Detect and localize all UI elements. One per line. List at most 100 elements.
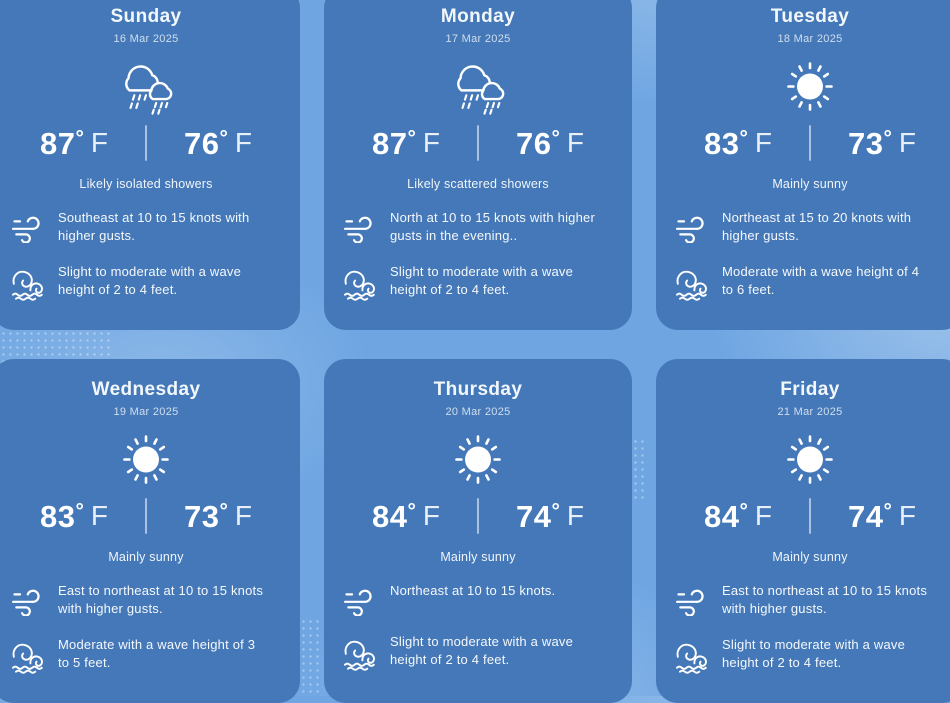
- low-temp-value: 74: [848, 498, 884, 534]
- wind-row: East to northeast at 10 to 15 knots with…: [670, 582, 950, 619]
- condition-label: Likely scattered showers: [407, 177, 549, 191]
- high-temp: 83 ° F: [40, 498, 108, 534]
- weather-icon: [670, 430, 950, 488]
- high-temp: 84 ° F: [704, 498, 772, 534]
- wind-text: Southeast at 10 to 15 knots with higher …: [58, 210, 250, 244]
- sea-row: Slight to moderate with a wave height of…: [6, 263, 286, 301]
- low-temp: 76 ° F: [516, 126, 584, 158]
- high-temp-value: 87: [372, 125, 408, 161]
- high-temp: 87 ° F: [40, 125, 108, 161]
- date-label: 19 Mar 2025: [113, 406, 179, 418]
- high-temp-value: 84: [704, 498, 740, 534]
- detail-rows: Northeast at 10 to 15 knots. Slight to m…: [338, 582, 618, 671]
- high-temp-value: 84: [372, 498, 408, 534]
- wind-text: East to northeast at 10 to 15 knots with…: [58, 583, 264, 617]
- forecast-card[interactable]: Tuesday 18 Mar 2025: [656, 0, 950, 330]
- sea-text: Moderate with a wave height of 4 to 6 fe…: [722, 263, 920, 298]
- temp-unit: F: [90, 126, 108, 158]
- degree-symbol: °: [551, 126, 560, 150]
- temp-divider: [477, 498, 479, 534]
- day-label: Thursday: [433, 379, 523, 400]
- wind-row: Northeast at 15 to 20 knots with higher …: [670, 209, 950, 246]
- detail-rows: Southeast at 10 to 15 knots with higher …: [6, 209, 286, 301]
- temperature-row: 87 ° F 76 ° F: [338, 125, 618, 161]
- sunny-icon: [455, 435, 501, 484]
- high-temp: 84 ° F: [372, 498, 440, 534]
- wind-gust-icon: [7, 210, 45, 243]
- temp-unit: F: [754, 499, 772, 531]
- temp-unit: F: [422, 126, 440, 158]
- temp-divider: [145, 498, 147, 534]
- day-label: Monday: [440, 6, 516, 27]
- day-label: Wednesday: [91, 379, 201, 400]
- rain-clouds-icon: [125, 65, 173, 115]
- day-label: Tuesday: [770, 6, 850, 27]
- high-temp-value: 83: [40, 498, 76, 534]
- sea-row: Slight to moderate with a wave height of…: [670, 636, 950, 674]
- degree-symbol: °: [551, 499, 560, 523]
- temp-divider: [809, 498, 811, 534]
- high-temp-value: 87: [40, 125, 76, 161]
- forecast-card[interactable]: Wednesday 19 Mar 2025: [0, 359, 300, 703]
- sea-text: Slight to moderate with a wave height of…: [722, 636, 906, 671]
- sea-text: Slight to moderate with a wave height of…: [58, 263, 242, 298]
- wind-gust-icon: [339, 210, 377, 243]
- temp-unit: F: [90, 499, 108, 531]
- sea-row: Slight to moderate with a wave height of…: [338, 263, 618, 301]
- sunny-icon: [787, 435, 833, 484]
- degree-symbol: °: [407, 126, 416, 150]
- degree-symbol: °: [75, 499, 84, 523]
- low-temp: 73 ° F: [184, 500, 252, 531]
- low-temp-value: 76: [184, 125, 220, 161]
- sea-text: Slight to moderate with a wave height of…: [390, 263, 574, 298]
- wind-gust-icon: [671, 210, 709, 243]
- forecast-card[interactable]: Monday 17 Mar 2025: [324, 0, 632, 330]
- ocean-wave-icon: [671, 264, 709, 301]
- ocean-wave-icon: [7, 264, 45, 301]
- low-temp-value: 74: [516, 498, 552, 534]
- temp-unit: F: [566, 126, 584, 158]
- weather-icon: [6, 57, 286, 115]
- wind-row: North at 10 to 15 knots with higher gust…: [338, 209, 618, 246]
- condition-label: Mainly sunny: [108, 550, 184, 564]
- temperature-row: 83 ° F 73 ° F: [6, 498, 286, 534]
- condition-label: Mainly sunny: [772, 550, 848, 564]
- temp-divider: [145, 125, 147, 161]
- sea-text: Slight to moderate with a wave height of…: [390, 634, 574, 668]
- temperature-row: 84 ° F 74 ° F: [670, 498, 950, 534]
- wind-text: North at 10 to 15 knots with higher gust…: [390, 210, 596, 244]
- forecast-card[interactable]: Sunday 16 Mar 2025: [0, 0, 300, 330]
- weather-icon: [338, 57, 618, 115]
- wind-row: Southeast at 10 to 15 knots with higher …: [6, 209, 286, 246]
- forecast-card[interactable]: Friday 21 Mar 2025: [656, 359, 950, 703]
- forecast-card[interactable]: Thursday 20 Mar 2025: [324, 359, 632, 703]
- low-temp: 74 ° F: [516, 498, 584, 534]
- temp-unit: F: [422, 499, 440, 531]
- low-temp: 73 ° F: [848, 126, 916, 158]
- sea-row: Moderate with a wave height of 4 to 6 fe…: [670, 263, 950, 301]
- high-temp: 83 ° F: [704, 126, 772, 158]
- temp-divider: [477, 125, 479, 161]
- low-temp: 74 ° F: [848, 498, 916, 534]
- ocean-wave-icon: [7, 637, 45, 674]
- day-label: Sunday: [110, 6, 182, 27]
- sea-row: Moderate with a wave height of 3 to 5 fe…: [6, 636, 286, 674]
- degree-symbol: °: [407, 499, 416, 523]
- date-label: 21 Mar 2025: [777, 406, 843, 418]
- sea-row: Slight to moderate with a wave height of…: [338, 633, 618, 671]
- degree-symbol: °: [739, 499, 748, 523]
- temp-unit: F: [754, 126, 772, 158]
- weather-icon: [338, 430, 618, 488]
- temp-divider: [809, 125, 811, 161]
- wind-row: East to northeast at 10 to 15 knots with…: [6, 582, 286, 619]
- temp-unit: F: [898, 126, 916, 158]
- condition-label: Likely isolated showers: [79, 177, 213, 191]
- degree-symbol: °: [883, 126, 892, 150]
- ocean-wave-icon: [339, 264, 377, 301]
- detail-rows: North at 10 to 15 knots with higher gust…: [338, 209, 618, 301]
- condition-label: Mainly sunny: [440, 550, 516, 564]
- sunny-icon: [787, 62, 833, 111]
- day-label: Friday: [780, 379, 840, 400]
- detail-rows: Northeast at 15 to 20 knots with higher …: [670, 209, 950, 301]
- temp-unit: F: [566, 499, 584, 531]
